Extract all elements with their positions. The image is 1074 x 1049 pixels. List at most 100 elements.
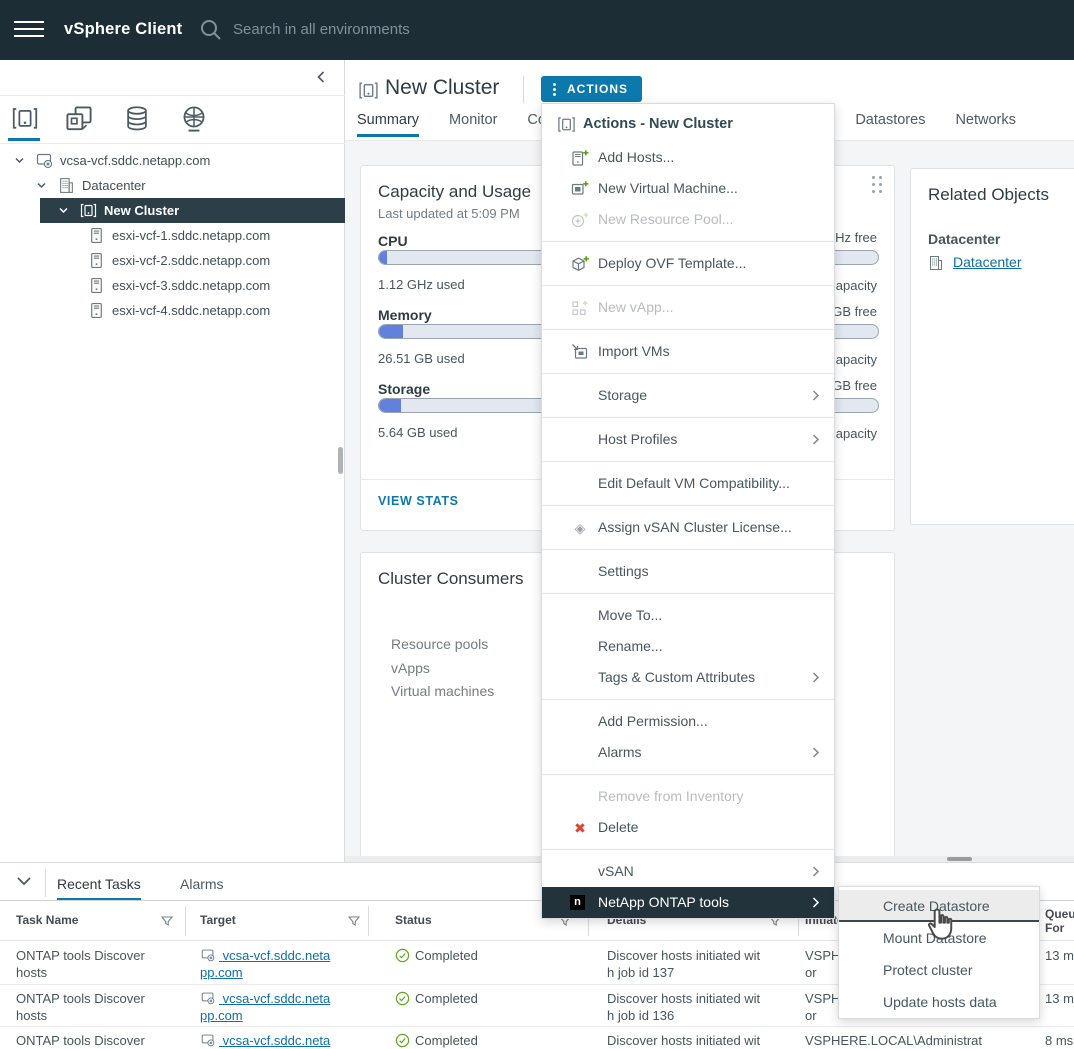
column-header-task-name: Task Name xyxy=(16,913,79,927)
panel-collapse-chevron-icon[interactable] xyxy=(14,874,34,890)
tree-item-new-cluster[interactable]: New Cluster xyxy=(0,198,345,223)
column-header-queued-for: Queued For xyxy=(1045,907,1074,935)
sidebar-scrollbar[interactable] xyxy=(338,447,343,474)
tree-item-label: esxi-vcf-3.sddc.netapp.com xyxy=(112,278,271,293)
menu-item-deploy-ovf-template[interactable]: Deploy OVF Template... xyxy=(542,248,834,279)
horizontal-scrollbar-thumb[interactable] xyxy=(947,857,972,861)
column-header-target: Target xyxy=(200,913,236,927)
menu-item-delete[interactable]: ✖ Delete xyxy=(542,812,834,843)
submenu-item-update-hosts-data[interactable]: Update hosts data xyxy=(883,994,997,1010)
divider xyxy=(185,906,186,936)
filter-icon[interactable] xyxy=(160,914,174,928)
rp-add-icon xyxy=(570,210,590,230)
chevron-down-icon[interactable] xyxy=(58,205,69,216)
submenu-item-protect-cluster[interactable]: Protect cluster xyxy=(883,962,973,978)
menu-item-alarms[interactable]: Alarms xyxy=(542,737,834,768)
menu-separator xyxy=(542,774,834,775)
target-link[interactable]: vcsa-vcf.sddc.neta xyxy=(219,1033,331,1048)
cell-queued-for: 13 ms xyxy=(1045,991,1074,1006)
menu-item-move-to[interactable]: Move To... xyxy=(542,600,834,631)
tab-datastores[interactable]: Datastores xyxy=(855,112,926,128)
datacenter-icon xyxy=(58,177,75,194)
sidebar-tab-networking[interactable] xyxy=(179,104,209,134)
target-link[interactable]: pp.com xyxy=(200,1008,243,1023)
menu-separator xyxy=(542,549,834,550)
menu-separator xyxy=(542,593,834,594)
vcenter-icon xyxy=(200,948,216,962)
menu-item-label: Rename... xyxy=(598,638,663,654)
hamburger-menu-icon[interactable] xyxy=(14,21,44,39)
menu-item-assign-vsan-cluster-license[interactable]: ◈ Assign vSAN Cluster License... xyxy=(542,512,834,543)
sidebar-tab-storage[interactable] xyxy=(122,104,152,134)
menu-item-edit-default-vm-compatibility[interactable]: Edit Default VM Compatibility... xyxy=(542,468,834,499)
menu-item-new-virtual-machine[interactable]: New Virtual Machine... xyxy=(542,173,834,204)
tree-item-esxi-vcf-2-sddc-netapp-com[interactable]: esxi-vcf-2.sddc.netapp.com xyxy=(0,248,345,273)
menu-item-settings[interactable]: Settings xyxy=(542,556,834,587)
menu-item-add-permission[interactable]: Add Permission... xyxy=(542,706,834,737)
table-row[interactable]: ONTAP tools Discover vcsa-vcf.sddc.neta C… xyxy=(0,1026,1074,1049)
tab-recent-tasks[interactable]: Recent Tasks xyxy=(57,876,141,901)
sidebar-collapse-icon[interactable] xyxy=(312,68,330,86)
tab-summary[interactable]: Summary xyxy=(357,112,420,137)
submenu-arrow-icon xyxy=(809,865,822,878)
tree-item-esxi-vcf-1-sddc-netapp-com[interactable]: esxi-vcf-1.sddc.netapp.com xyxy=(0,223,345,248)
submenu-arrow-icon xyxy=(809,896,822,909)
divider xyxy=(588,906,589,936)
related-group-label: Datacenter xyxy=(928,231,1001,247)
completed-check-icon xyxy=(395,948,410,963)
target-link[interactable]: vcsa-vcf.sddc.neta xyxy=(219,991,331,1006)
cell-status: Completed xyxy=(395,1032,555,1049)
divider xyxy=(0,143,345,144)
cell-task-name: ONTAP tools Discover hosts xyxy=(16,948,145,980)
completed-check-icon xyxy=(395,1033,410,1048)
consumer-item-resource-pools[interactable]: Resource pools xyxy=(391,636,489,652)
menu-item-label: Storage xyxy=(598,387,648,403)
metric-free-text: GB free xyxy=(832,304,877,319)
chevron-down-icon[interactable] xyxy=(14,155,25,166)
search-input[interactable]: Search in all environments xyxy=(233,21,410,38)
tab-alarms[interactable]: Alarms xyxy=(180,876,224,892)
target-link[interactable]: vcsa-vcf.sddc.neta xyxy=(219,948,331,963)
menu-item-netapp-ontap-tools[interactable]: n NetApp ONTAP tools xyxy=(542,887,834,918)
submenu-arrow-icon xyxy=(809,389,822,402)
cell-queued-for: 13 ms xyxy=(1045,948,1074,963)
menu-item-tags-custom-attributes[interactable]: Tags & Custom Attributes xyxy=(542,662,834,693)
tree-item-datacenter[interactable]: Datacenter xyxy=(0,173,345,198)
host-icon xyxy=(88,227,105,244)
sidebar-tab-vms-and-templates[interactable] xyxy=(64,104,94,134)
search-icon[interactable] xyxy=(198,17,224,43)
cell-queued-for: 8 ms xyxy=(1045,1033,1074,1048)
submenu-item-mount-datastore[interactable]: Mount Datastore xyxy=(883,930,987,946)
actions-button[interactable]: ACTIONS xyxy=(541,76,642,102)
submenu-item-create-datastore[interactable]: Create Datastore xyxy=(839,890,1039,922)
view-stats-link[interactable]: VIEW STATS xyxy=(378,494,459,508)
target-link[interactable]: pp.com xyxy=(200,965,243,980)
table-row[interactable]: ONTAP tools Discover hosts vcsa-vcf.sddc.… xyxy=(0,942,1074,984)
consumer-item-vapps[interactable]: vApps xyxy=(391,659,430,676)
consumer-item-virtual-machines[interactable]: Virtual machines xyxy=(391,683,495,699)
menu-item-label: Add Hosts... xyxy=(598,149,675,165)
chevron-down-icon[interactable] xyxy=(36,180,47,191)
menu-item-add-hosts[interactable]: Add Hosts... xyxy=(542,142,834,173)
inventory-tree: vcsa-vcf.sddc.netapp.com Datacenter New Cl… xyxy=(0,148,345,323)
tab-networks[interactable]: Networks xyxy=(955,112,1016,128)
sidebar-tab-hosts-and-clusters[interactable] xyxy=(8,104,40,141)
menu-item-import-vms[interactable]: Import VMs xyxy=(542,336,834,367)
filter-icon[interactable] xyxy=(347,914,361,928)
app-title: vSphere Client xyxy=(64,20,183,38)
tree-item-esxi-vcf-4-sddc-netapp-com[interactable]: esxi-vcf-4.sddc.netapp.com xyxy=(0,298,345,323)
tree-item-esxi-vcf-3-sddc-netapp-com[interactable]: esxi-vcf-3.sddc.netapp.com xyxy=(0,273,345,298)
drag-handle-icon[interactable] xyxy=(870,174,884,193)
menu-item-new-resource-pool: New Resource Pool... xyxy=(542,204,834,235)
cell-details: Discover hosts initiated wit h job id 136 xyxy=(607,991,761,1023)
menu-item-rename[interactable]: Rename... xyxy=(542,631,834,662)
menu-item-host-profiles[interactable]: Host Profiles xyxy=(542,424,834,455)
datacenter-link[interactable]: Datacenter xyxy=(953,254,1022,270)
menu-item-storage[interactable]: Storage xyxy=(542,380,834,411)
tab-monitor[interactable]: Monitor xyxy=(449,112,498,128)
menu-item-vsan[interactable]: vSAN xyxy=(542,856,834,887)
card-title: Related Objects xyxy=(928,185,1049,204)
tree-item-vcsa-vcf-sddc-netapp-com[interactable]: vcsa-vcf.sddc.netapp.com xyxy=(0,148,345,173)
menu-separator xyxy=(542,461,834,462)
tasks-table-header: Task Name Target Status Details Initiator Que… xyxy=(0,901,1074,941)
